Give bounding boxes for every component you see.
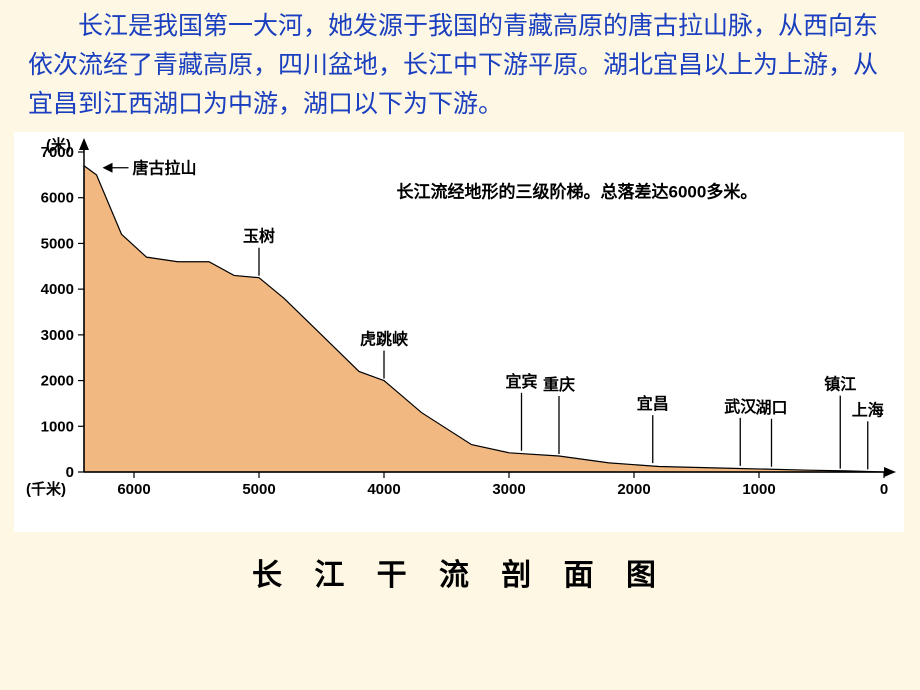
x-tick-label: 3000 xyxy=(492,481,525,498)
marker-label: 武汉 xyxy=(724,397,757,416)
marker-label: 镇江 xyxy=(824,375,856,394)
marker-label: 湖口 xyxy=(755,399,787,417)
x-tick-label: 5000 xyxy=(242,481,275,498)
chart-big-title: 长 江 干 流 剖 面 图 xyxy=(0,550,920,594)
x-tick-label: 2000 xyxy=(617,481,650,498)
y-tick-label: 4000 xyxy=(41,281,74,298)
intro-paragraph: 长江是我国第一大河，她发源于我国的青藏高原的唐古拉山脉，从西向东依次流经了青藏高… xyxy=(0,0,920,128)
chart-subtitle: 长江流经地形的三级阶梯。总落差达6000多米。 xyxy=(397,182,758,202)
marker-label: 重庆 xyxy=(543,375,575,394)
y-tick-label: 1000 xyxy=(41,419,74,436)
slide: 长江是我国第一大河，她发源于我国的青藏高原的唐古拉山脉，从西向东依次流经了青藏高… xyxy=(0,0,920,690)
marker-label: 唐古拉山 xyxy=(133,159,197,178)
y-tick-label: 5000 xyxy=(41,236,74,253)
marker-label: 宜宾 xyxy=(505,372,537,391)
x-tick-label: 1000 xyxy=(742,481,775,498)
marker-label: 上海 xyxy=(852,401,884,420)
y-tick-label: 3000 xyxy=(41,327,74,344)
marker-label: 玉树 xyxy=(243,227,275,246)
x-unit: (千米) xyxy=(26,480,66,498)
y-unit: (米) xyxy=(46,136,71,154)
y-tick-label: 6000 xyxy=(41,190,74,207)
x-tick-label: 4000 xyxy=(367,481,400,498)
x-tick-label: 0 xyxy=(880,481,888,498)
marker-label: 虎跳峡 xyxy=(360,330,408,349)
profile-chart: 01000200030004000500060007000(米)01000200… xyxy=(14,132,906,532)
y-tick-label: 0 xyxy=(66,464,74,481)
y-tick-label: 2000 xyxy=(41,373,74,390)
marker-label: 宜昌 xyxy=(637,394,669,413)
chart-svg: 01000200030004000500060007000(米)01000200… xyxy=(14,132,904,532)
x-tick-label: 6000 xyxy=(117,481,150,498)
